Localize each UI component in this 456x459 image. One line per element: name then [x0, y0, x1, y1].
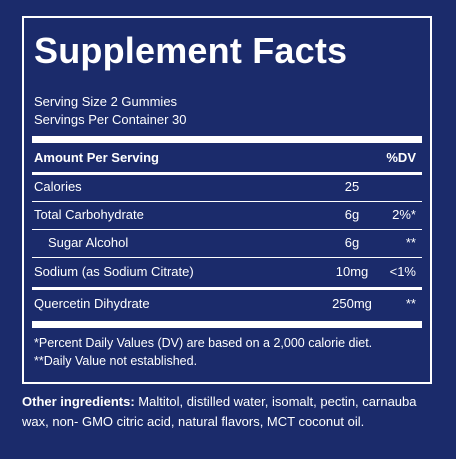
row-amount: 10mg: [335, 264, 369, 279]
table-row: Sodium (as Sodium Citrate) 10mg <1%: [34, 264, 422, 284]
amount-per-serving-header: Amount Per Serving: [34, 150, 159, 165]
table-row: Total Carbohydrate 6g 2%*: [34, 207, 422, 227]
row-name: Sugar Alcohol: [48, 235, 129, 250]
footnote-dv: *Percent Daily Values (DV) are based on …: [34, 336, 373, 350]
row-amount: 25: [344, 179, 360, 194]
table-row: Sugar Alcohol 6g **: [34, 235, 422, 255]
row-name: Calories: [34, 179, 82, 194]
dv-header: %DV: [386, 150, 416, 165]
row-dv: **: [405, 235, 416, 250]
row-name: Total Carbohydrate: [34, 207, 144, 222]
thick-divider-mid: [32, 287, 422, 290]
table-row: Quercetin Dihydrate 250mg **: [34, 296, 422, 316]
header-divider: [32, 172, 422, 175]
panel-title: Supplement Facts: [34, 30, 348, 71]
row-divider: [32, 201, 422, 202]
thick-divider-top: [32, 136, 422, 143]
row-divider: [32, 257, 422, 258]
row-name: Quercetin Dihydrate: [34, 296, 150, 311]
row-dv: 2%*: [392, 207, 416, 222]
row-dv: **: [405, 296, 416, 311]
row-dv: <1%: [389, 264, 416, 279]
row-name: Sodium (as Sodium Citrate): [34, 264, 194, 279]
ingredients-text: Maltitol, distilled water, isomalt, pect…: [22, 394, 417, 429]
serving-size: Serving Size 2 Gummies: [34, 94, 178, 109]
ingredients-label: Other ingredients:: [22, 394, 135, 409]
footnote-not-established: **Daily Value not established.: [34, 354, 198, 368]
row-amount: 6g: [344, 235, 360, 250]
table-row: Calories 25: [34, 179, 422, 199]
other-ingredients: Other ingredients: Maltitol, distilled w…: [22, 392, 434, 432]
row-divider: [32, 229, 422, 230]
table-header-row: Amount Per Serving %DV: [34, 150, 422, 170]
row-amount: 6g: [344, 207, 360, 222]
servings-per-container: Servings Per Container 30: [34, 112, 187, 127]
supplement-facts-panel: Supplement Facts Serving Size 2 Gummies …: [22, 16, 432, 384]
thick-divider-bottom: [32, 321, 422, 328]
row-amount: 250mg: [332, 296, 372, 311]
